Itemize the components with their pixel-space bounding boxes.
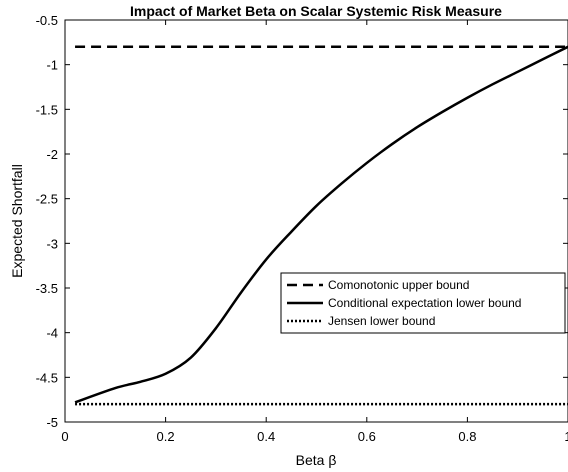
y-tick-label: -4 (46, 326, 58, 341)
y-tick-label: -1.5 (36, 102, 58, 117)
x-tick-label: 0 (61, 429, 68, 444)
x-axis-label: Beta β (296, 452, 337, 468)
chart-title: Impact of Market Beta on Scalar Systemic… (130, 3, 502, 19)
y-tick-label: -3 (46, 236, 58, 251)
y-tick-label: -2 (46, 147, 58, 162)
series-line-conditional-expectation-lower-bound (74, 45, 568, 404)
legend-label: Conditional expectation lower bound (328, 296, 521, 310)
y-tick-label: -1 (46, 58, 58, 73)
y-tick-label: -0.5 (36, 13, 58, 28)
axis-ticks: 0 0.2 0.4 0.6 0.8 1 -0.5 -1 -1.5 -2 -2.5 -3 -3.5 -4 -4… (36, 13, 568, 444)
y-tick-label: -4.5 (36, 370, 58, 385)
legend-label: Comonotonic upper bound (328, 278, 469, 292)
y-tick-label: -3.5 (36, 281, 58, 296)
x-tick-label: 0.8 (458, 429, 476, 444)
legend: Comonotonic upper bound Conditional expec… (280, 272, 566, 334)
x-tick-label: 0.4 (257, 429, 275, 444)
x-tick-label: 0.6 (358, 429, 376, 444)
y-axis-label: Expected Shortfall (9, 164, 25, 278)
legend-box (280, 272, 566, 334)
x-tick-label: 1 (564, 429, 568, 444)
legend-label: Jensen lower bound (328, 314, 435, 328)
series-group (74, 45, 568, 406)
x-tick-label: 0.2 (157, 429, 175, 444)
y-tick-label: -2.5 (36, 192, 58, 207)
y-tick-label: -5 (46, 415, 58, 430)
plot-area (64, 19, 568, 423)
